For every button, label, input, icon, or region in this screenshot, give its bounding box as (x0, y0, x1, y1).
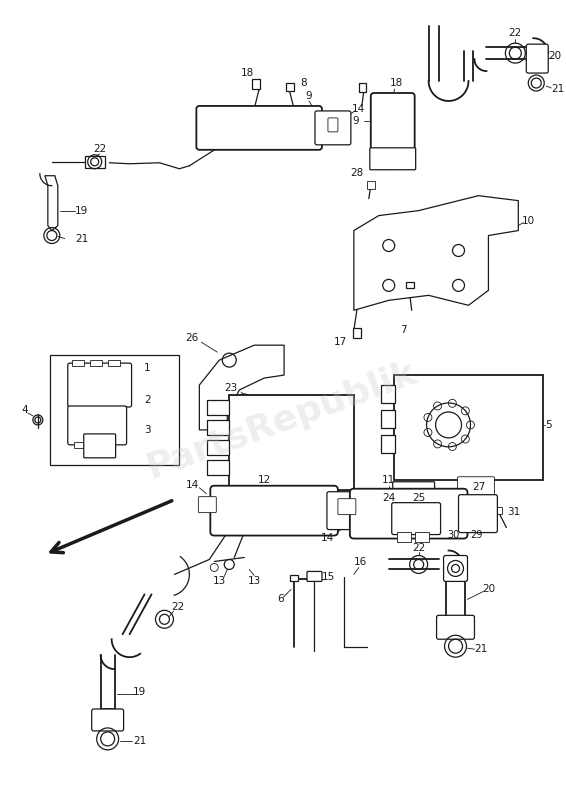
Bar (381, 435, 395, 453)
Bar (367, 181, 375, 189)
FancyBboxPatch shape (526, 44, 548, 73)
Text: 18: 18 (390, 78, 404, 88)
Text: 20: 20 (482, 584, 495, 594)
Bar (252, 79, 260, 89)
Text: 12: 12 (258, 474, 271, 485)
Bar (72, 360, 84, 366)
Bar (271, 488, 295, 502)
Text: 24: 24 (382, 493, 396, 502)
Text: 31: 31 (507, 506, 520, 517)
Text: 11: 11 (382, 474, 396, 485)
Text: 22: 22 (171, 602, 184, 612)
Text: 15: 15 (322, 573, 336, 582)
Bar (359, 83, 366, 92)
Bar (229, 395, 354, 490)
Bar (415, 531, 428, 542)
Text: 29: 29 (470, 530, 483, 539)
Text: 5: 5 (545, 420, 552, 430)
Text: 6: 6 (277, 594, 284, 604)
FancyBboxPatch shape (338, 498, 356, 514)
Text: 9: 9 (306, 91, 312, 101)
Bar (239, 488, 263, 502)
Text: 16: 16 (354, 558, 367, 567)
FancyBboxPatch shape (68, 406, 127, 445)
FancyBboxPatch shape (307, 571, 322, 582)
Text: 14: 14 (320, 533, 333, 542)
Text: 13: 13 (247, 577, 261, 586)
FancyBboxPatch shape (370, 148, 415, 170)
Text: 3: 3 (144, 425, 151, 435)
Text: 13: 13 (213, 577, 226, 586)
FancyBboxPatch shape (444, 555, 468, 582)
Text: 7: 7 (400, 326, 407, 335)
Text: 30: 30 (447, 530, 460, 539)
FancyBboxPatch shape (458, 494, 498, 533)
Text: 22: 22 (93, 144, 106, 154)
Text: 4: 4 (22, 405, 28, 415)
FancyBboxPatch shape (84, 434, 115, 458)
Bar (397, 531, 411, 542)
Text: 9: 9 (352, 116, 359, 126)
Bar (406, 282, 414, 288)
Bar (207, 440, 229, 455)
FancyBboxPatch shape (371, 93, 415, 158)
Text: PartsRepublik: PartsRepublik (142, 355, 422, 485)
Bar (108, 360, 119, 366)
Bar (85, 156, 105, 168)
Text: 25: 25 (412, 493, 425, 502)
FancyBboxPatch shape (196, 106, 322, 150)
FancyBboxPatch shape (198, 497, 216, 513)
Bar (303, 488, 327, 502)
Text: 21: 21 (133, 736, 146, 746)
Bar (207, 400, 229, 415)
Bar (50, 355, 179, 465)
Bar (381, 410, 395, 428)
FancyBboxPatch shape (68, 363, 131, 407)
Bar (286, 83, 294, 91)
Text: 14: 14 (186, 480, 199, 490)
Bar (89, 360, 102, 366)
Bar (394, 375, 543, 480)
FancyBboxPatch shape (350, 489, 468, 538)
Text: 21: 21 (474, 644, 487, 654)
FancyBboxPatch shape (392, 502, 440, 534)
Polygon shape (199, 345, 284, 430)
Text: 28: 28 (350, 168, 363, 178)
Text: 14: 14 (352, 104, 366, 114)
FancyBboxPatch shape (436, 615, 474, 639)
Text: 20: 20 (548, 51, 561, 61)
FancyBboxPatch shape (327, 492, 366, 530)
Polygon shape (354, 196, 518, 310)
Text: 21: 21 (551, 84, 564, 94)
Text: 19: 19 (75, 206, 88, 216)
Bar (74, 442, 88, 448)
Text: 26: 26 (185, 333, 198, 343)
Bar (98, 442, 112, 448)
Text: 17: 17 (335, 337, 348, 347)
Text: 22: 22 (412, 542, 425, 553)
FancyBboxPatch shape (92, 709, 123, 731)
Text: 8: 8 (301, 78, 307, 88)
Bar (207, 420, 229, 435)
FancyBboxPatch shape (328, 118, 338, 132)
Text: 21: 21 (75, 234, 88, 243)
Text: 1: 1 (144, 363, 151, 373)
Bar (353, 328, 361, 338)
Polygon shape (45, 176, 58, 230)
Text: 18: 18 (241, 68, 254, 78)
FancyBboxPatch shape (457, 477, 494, 497)
Text: 27: 27 (472, 482, 485, 492)
Text: 22: 22 (509, 28, 522, 38)
Bar (207, 460, 229, 474)
FancyBboxPatch shape (393, 482, 435, 506)
Bar (381, 385, 395, 403)
Bar (495, 506, 503, 514)
FancyBboxPatch shape (315, 111, 351, 145)
Bar (290, 575, 298, 582)
Text: 19: 19 (133, 687, 146, 697)
FancyBboxPatch shape (211, 486, 338, 535)
Text: 2: 2 (144, 395, 151, 405)
Text: 10: 10 (522, 215, 535, 226)
Text: 23: 23 (225, 383, 238, 393)
